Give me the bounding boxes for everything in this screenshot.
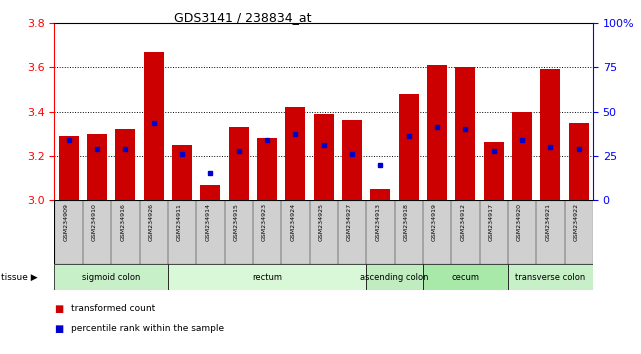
Bar: [366, 264, 423, 290]
Text: tissue ▶: tissue ▶: [1, 273, 38, 281]
Bar: [540, 69, 560, 200]
Bar: [370, 189, 390, 200]
Text: GSM234910: GSM234910: [92, 203, 97, 241]
Text: GSM234920: GSM234920: [517, 203, 522, 241]
Bar: [484, 143, 504, 200]
Text: GSM234917: GSM234917: [488, 203, 494, 241]
Text: GSM234927: GSM234927: [347, 203, 352, 241]
Bar: [342, 120, 362, 200]
Bar: [314, 114, 333, 200]
Bar: [456, 67, 476, 200]
Text: ■: ■: [54, 304, 63, 314]
Bar: [508, 264, 593, 290]
Bar: [423, 264, 508, 290]
Bar: [257, 138, 277, 200]
Bar: [399, 94, 419, 200]
Text: percentile rank within the sample: percentile rank within the sample: [71, 324, 224, 333]
Text: GSM234916: GSM234916: [121, 203, 126, 241]
Bar: [512, 112, 532, 200]
Bar: [59, 136, 79, 200]
Text: GSM234924: GSM234924: [290, 203, 296, 241]
Text: GSM234912: GSM234912: [460, 203, 465, 241]
Text: transformed count: transformed count: [71, 304, 154, 313]
Bar: [569, 122, 588, 200]
Bar: [144, 52, 163, 200]
Text: sigmoid colon: sigmoid colon: [82, 273, 140, 281]
Bar: [168, 264, 366, 290]
Bar: [285, 107, 305, 200]
Text: GSM234909: GSM234909: [63, 203, 69, 241]
Text: GSM234913: GSM234913: [376, 203, 380, 241]
Text: GSM234923: GSM234923: [262, 203, 267, 241]
Text: cecum: cecum: [451, 273, 479, 281]
Bar: [115, 129, 135, 200]
Text: GSM234926: GSM234926: [149, 203, 154, 241]
Text: GSM234921: GSM234921: [545, 203, 551, 241]
Bar: [427, 65, 447, 200]
Bar: [229, 127, 249, 200]
Text: GSM234915: GSM234915: [234, 203, 238, 241]
Text: ascending colon: ascending colon: [360, 273, 429, 281]
Bar: [201, 184, 221, 200]
Bar: [54, 264, 168, 290]
Bar: [172, 145, 192, 200]
Bar: [87, 134, 107, 200]
Text: GSM234922: GSM234922: [574, 203, 579, 241]
Text: GSM234918: GSM234918: [404, 203, 409, 241]
Text: rectum: rectum: [252, 273, 282, 281]
Text: GSM234925: GSM234925: [319, 203, 324, 241]
Text: transverse colon: transverse colon: [515, 273, 585, 281]
Text: GSM234911: GSM234911: [177, 203, 182, 241]
Text: GSM234919: GSM234919: [432, 203, 437, 241]
Text: ■: ■: [54, 324, 63, 334]
Text: GSM234914: GSM234914: [205, 203, 210, 241]
Text: GDS3141 / 238834_at: GDS3141 / 238834_at: [174, 11, 312, 24]
